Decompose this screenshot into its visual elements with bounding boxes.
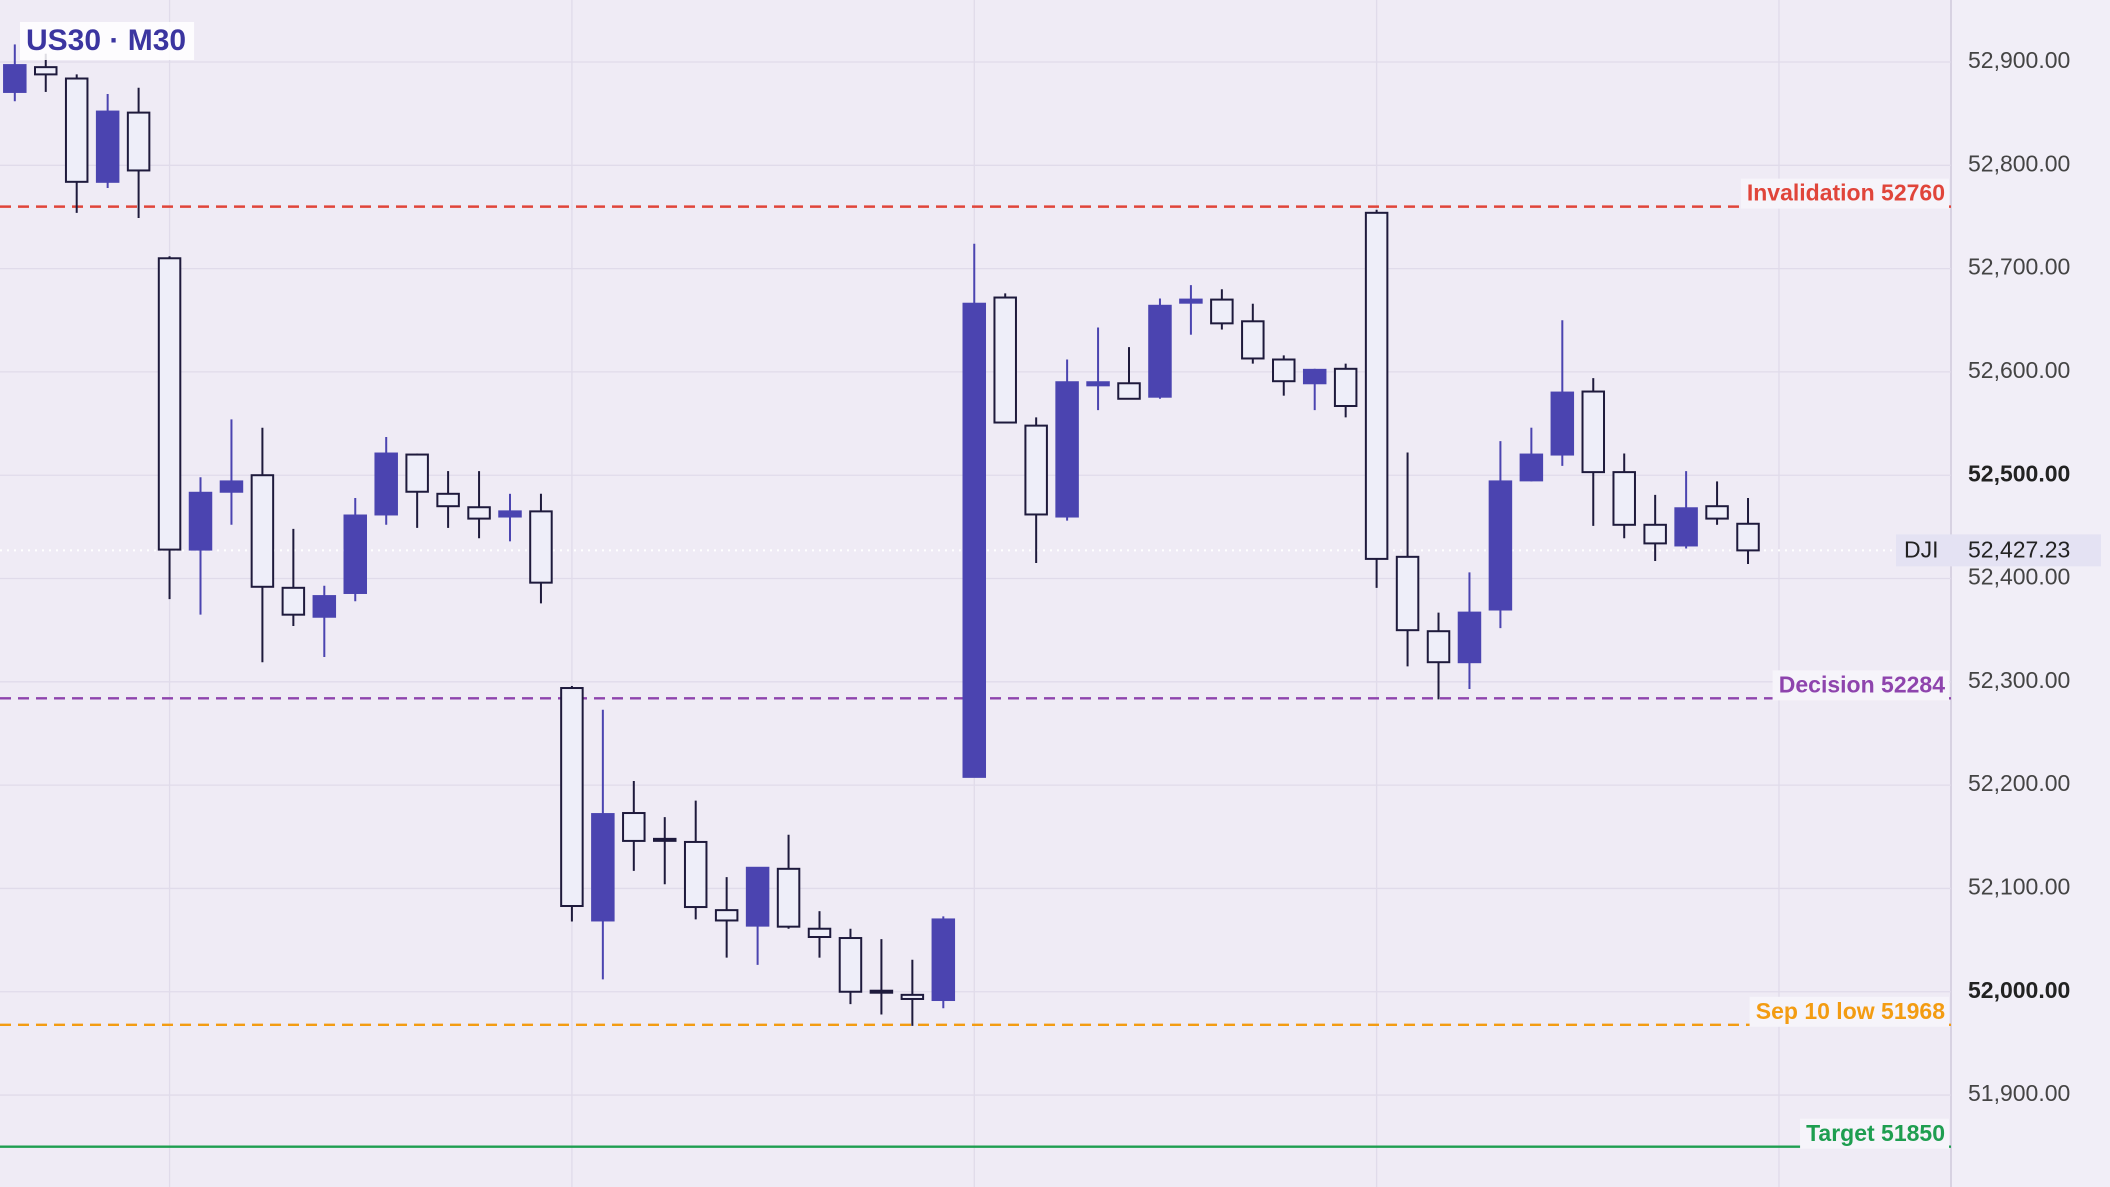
candle-body (1705, 505, 1729, 520)
y-tick-label: 51,900.00 (1968, 1080, 2070, 1106)
labels: 51,900.00 52,000.00 52,100.00 52,200.00 52,3… (20, 22, 2101, 1106)
candle-body (1643, 523, 1667, 545)
y-tick-label: 52,300.00 (1968, 667, 2070, 693)
candle-body (900, 993, 925, 1000)
candle-body (529, 510, 553, 584)
level-label: Invalidation 52760 (1747, 180, 1945, 206)
candle-body (126, 111, 151, 172)
y-tick-label: 52,200.00 (1968, 770, 2070, 796)
candle-body (714, 909, 739, 922)
candle-body (1148, 304, 1172, 398)
candle-body (1024, 424, 1048, 516)
candle-body (1179, 298, 1203, 304)
candle-body (1612, 471, 1636, 526)
candle-body (1581, 390, 1606, 474)
levels: Invalidation 52760 Decision 52284 Sep 10 l… (0, 178, 1951, 1149)
candle-body (1241, 320, 1265, 360)
candle-body (374, 452, 398, 516)
candles (3, 44, 1760, 1026)
y-tick-label: 52,500.00 (1968, 460, 2070, 486)
y-tick-label: 52,000.00 (1968, 977, 2070, 1003)
candle-body (3, 64, 27, 93)
candle-body (1736, 522, 1760, 552)
candle-body (281, 586, 306, 616)
last-price-bg (1896, 534, 2101, 567)
candle-body (1395, 555, 1420, 632)
level-label-bg (1772, 670, 1949, 701)
candle-body (95, 110, 120, 183)
candle-body (745, 866, 770, 927)
candle-body (1117, 382, 1141, 400)
candle-body (1302, 368, 1327, 385)
candle-body (64, 77, 89, 183)
candle-body (591, 813, 615, 922)
candle-body (622, 812, 646, 842)
candle-body (962, 302, 987, 778)
y-tick-label: 52,100.00 (1968, 874, 2070, 900)
title-bg (20, 22, 195, 60)
candle-body (498, 510, 522, 518)
level-label: Target 51850 (1806, 1120, 1945, 1146)
candle-body (250, 474, 275, 588)
candle-body (1488, 480, 1513, 611)
candle-body (776, 867, 801, 928)
last-price-label: 52,427.23 (1968, 536, 2070, 562)
axis-panel (1951, 0, 2110, 1187)
candle-body (219, 480, 244, 493)
candle-body (1055, 381, 1079, 518)
y-tick-label: 52,600.00 (1968, 357, 2070, 383)
chart-title: US30 · M30 (26, 24, 186, 57)
candle-body (312, 595, 337, 618)
y-tick-label: 52,900.00 (1968, 47, 2070, 73)
candle-body (467, 506, 491, 520)
candle-body (1519, 453, 1544, 482)
candle-body (931, 918, 956, 1002)
candle-body (683, 840, 708, 909)
candle-body (157, 257, 182, 551)
level-label: Decision 52284 (1779, 671, 1945, 697)
candle-body (1210, 298, 1234, 325)
candle-body (1457, 611, 1482, 664)
level-label-bg (1749, 996, 1949, 1027)
candle-body (1550, 391, 1575, 456)
candle-body (1364, 211, 1389, 560)
candle-body (405, 453, 429, 493)
candle-body (436, 492, 460, 508)
candle-body (653, 837, 677, 842)
candle-body (1333, 367, 1358, 407)
candle-body (560, 687, 584, 908)
y-tick-label: 52,700.00 (1968, 254, 2070, 280)
level-label-bg (1740, 178, 1949, 209)
symbol-label: DJI (1904, 536, 1939, 562)
candle-body (869, 989, 894, 994)
candle-body (807, 927, 832, 938)
candle-body (838, 937, 863, 993)
candle-body (993, 296, 1017, 424)
candle-body (1426, 630, 1451, 664)
y-tick-label: 52,400.00 (1968, 564, 2070, 590)
y-tick-label: 52,800.00 (1968, 150, 2070, 176)
candle-body (188, 491, 213, 551)
level-label-bg (1800, 1118, 1949, 1149)
level-label: Sep 10 low 51968 (1756, 998, 1945, 1024)
candle-body (34, 66, 58, 76)
candle-body (1086, 381, 1110, 387)
candle-body (343, 514, 368, 594)
candle-body (1272, 358, 1296, 383)
candle-body (1674, 507, 1698, 547)
